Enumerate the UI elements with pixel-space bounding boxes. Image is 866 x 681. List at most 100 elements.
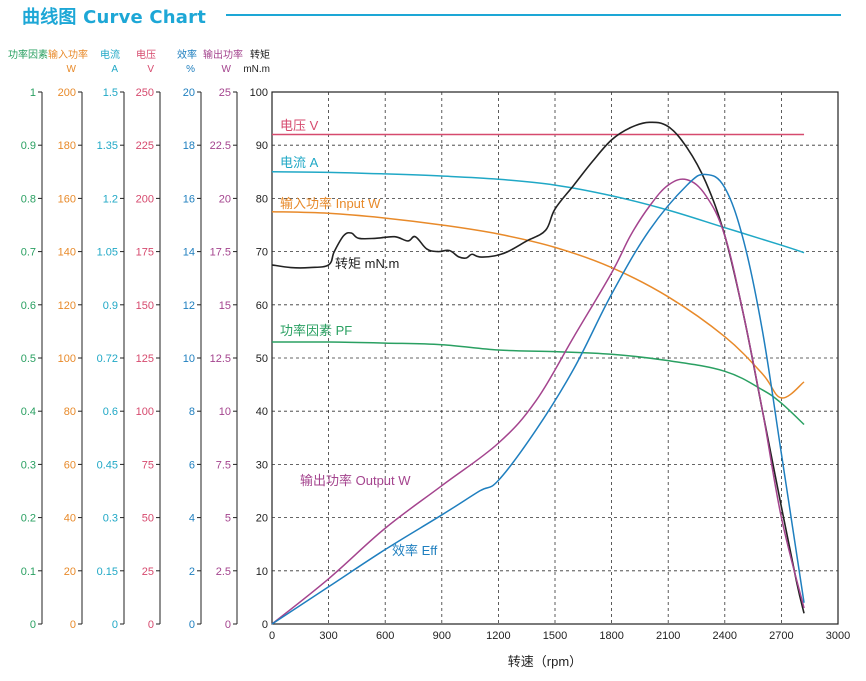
torque-axis-tick: 70 [256, 247, 268, 259]
output-axis-name: 输出功率 [203, 48, 243, 61]
current-axis-tick: 1.5 [103, 87, 118, 99]
output-series-label: 输出功率 Output W [300, 473, 411, 488]
current-axis-tick: 1.2 [103, 193, 118, 205]
torque-axis-name: 转矩 [250, 48, 270, 61]
input-axis-tick: 180 [58, 140, 76, 152]
page-title: 曲线图 Curve Chart [22, 7, 207, 28]
x-tick-label: 0 [269, 630, 275, 642]
torque-axis-tick: 100 [250, 87, 268, 99]
current-axis-tick: 1.05 [97, 247, 118, 259]
pf-axis-tick: 0.4 [21, 406, 36, 418]
torque-axis-tick: 40 [256, 406, 268, 418]
efficiency-axis-tick: 8 [189, 406, 195, 418]
current-axis-tick: 0.3 [103, 513, 118, 525]
efficiency-axis-tick: 20 [183, 87, 195, 99]
x-tick-label: 1800 [599, 630, 623, 642]
efficiency-axis-tick: 14 [183, 247, 195, 259]
pf-axis-tick: 1 [30, 87, 36, 99]
torque-axis-tick: 10 [256, 566, 268, 578]
efficiency-axis-tick: 0 [189, 619, 195, 631]
input-axis-tick: 140 [58, 247, 76, 259]
output-axis-tick: 0 [225, 619, 231, 631]
pf-axis-tick: 0.8 [21, 193, 36, 205]
input-axis-unit: W [67, 64, 77, 75]
voltage-axis-tick: 100 [136, 406, 154, 418]
voltage-axis-tick: 75 [142, 459, 154, 471]
efficiency-axis-tick: 6 [189, 459, 195, 471]
input-axis-name: 输入功率 [48, 48, 88, 61]
efficiency-axis-tick: 16 [183, 193, 195, 205]
efficiency-axis-tick: 18 [183, 140, 195, 152]
input-axis-tick: 60 [64, 459, 76, 471]
output-axis-tick: 7.5 [216, 459, 231, 471]
efficiency-axis-tick: 2 [189, 566, 195, 578]
pf-axis-tick: 0.3 [21, 459, 36, 471]
voltage-axis-tick: 150 [136, 300, 154, 312]
torque-axis-tick: 20 [256, 513, 268, 525]
x-tick-label: 600 [376, 630, 394, 642]
x-tick-label: 900 [433, 630, 451, 642]
input-axis-tick: 40 [64, 513, 76, 525]
pf-axis-tick: 0 [30, 619, 36, 631]
efficiency-axis-name: 效率 [177, 48, 197, 61]
current-axis-tick: 0 [112, 619, 118, 631]
input-axis-tick: 80 [64, 406, 76, 418]
efficiency-axis-tick: 4 [189, 513, 195, 525]
torque-axis-tick: 90 [256, 140, 268, 152]
torque-series-line [271, 121, 805, 614]
pf-series-line [271, 341, 805, 426]
efficiency-series-label: 效率 Eff [392, 543, 438, 558]
output-series-line [271, 178, 805, 625]
x-tick-label: 2700 [769, 630, 793, 642]
pf-axis-tick: 0.1 [21, 566, 36, 578]
voltage-axis-tick: 25 [142, 566, 154, 578]
torque-axis-tick: 60 [256, 300, 268, 312]
voltage-axis-tick: 225 [136, 140, 154, 152]
output-axis-tick: 2.5 [216, 566, 231, 578]
voltage-axis-tick: 250 [136, 87, 154, 99]
output-axis-tick: 12.5 [210, 353, 231, 365]
current-series-label: 电流 A [280, 155, 319, 170]
output-axis-tick: 22.5 [210, 140, 231, 152]
efficiency-axis-unit: % [186, 64, 195, 75]
current-axis-unit: A [111, 64, 118, 75]
efficiency-series-line [271, 173, 805, 625]
output-axis-tick: 10 [219, 406, 231, 418]
pf-axis-name: 功率因素 [8, 48, 48, 61]
current-axis-tick: 0.45 [97, 459, 118, 471]
torque-axis-tick: 0 [262, 619, 268, 631]
output-axis-tick: 20 [219, 193, 231, 205]
efficiency-axis-tick: 12 [183, 300, 195, 312]
output-axis-tick: 5 [225, 513, 231, 525]
pf-axis-tick: 0.6 [21, 300, 36, 312]
voltage-axis-tick: 50 [142, 513, 154, 525]
voltage-axis-tick: 175 [136, 247, 154, 259]
x-tick-label: 1200 [486, 630, 510, 642]
pf-axis-tick: 0.7 [21, 247, 36, 259]
torque-series-label: 转矩 mN.m [335, 256, 399, 271]
input-axis-tick: 20 [64, 566, 76, 578]
output-axis-tick: 17.5 [210, 247, 231, 259]
torque-axis-tick: 80 [256, 193, 268, 205]
x-tick-label: 3000 [826, 630, 850, 642]
voltage-series-label: 电压 V [280, 118, 319, 133]
current-axis-tick: 0.6 [103, 406, 118, 418]
x-tick-label: 2100 [656, 630, 680, 642]
x-axis-title: 转速（rpm） [508, 654, 582, 669]
voltage-axis-name: 电压 [136, 48, 156, 61]
voltage-axis-tick: 200 [136, 193, 154, 205]
voltage-axis-tick: 0 [148, 619, 154, 631]
pf-axis-tick: 0.9 [21, 140, 36, 152]
input-axis-tick: 100 [58, 353, 76, 365]
current-axis-tick: 1.35 [97, 140, 118, 152]
x-tick-label: 2400 [713, 630, 737, 642]
input-axis-tick: 120 [58, 300, 76, 312]
torque-axis-tick: 50 [256, 353, 268, 365]
torque-axis-unit: mN.m [243, 64, 270, 75]
current-axis-tick: 0.72 [97, 353, 118, 365]
input-axis-tick: 160 [58, 193, 76, 205]
output-axis-tick: 15 [219, 300, 231, 312]
input-series-label: 输入功率 Input W [280, 196, 381, 211]
